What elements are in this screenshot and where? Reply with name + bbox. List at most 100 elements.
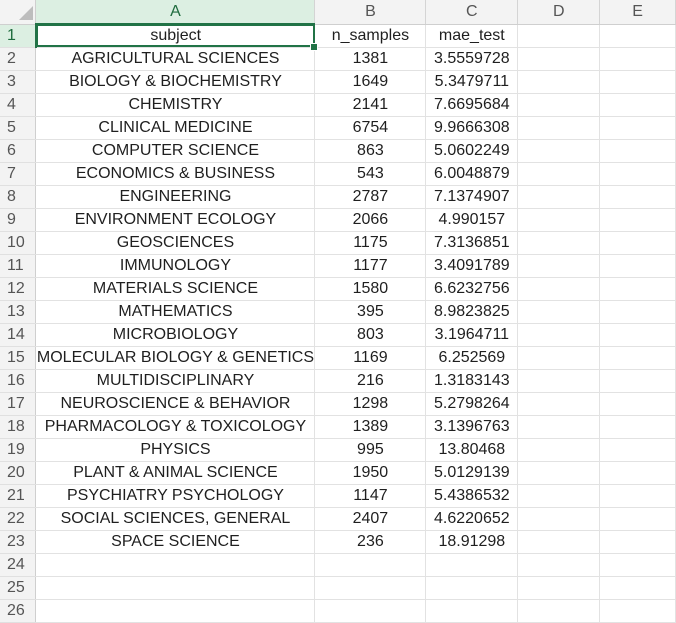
- cell-a[interactable]: COMPUTER SCIENCE: [35, 139, 316, 163]
- cell-c[interactable]: 4.990157: [425, 208, 519, 232]
- cell-d[interactable]: [517, 507, 601, 531]
- cell-c[interactable]: 6.252569: [425, 346, 519, 370]
- cell-d[interactable]: [517, 576, 601, 600]
- cell-b[interactable]: 1649: [314, 70, 427, 94]
- cell-e[interactable]: [599, 208, 676, 232]
- row-header[interactable]: 11: [0, 254, 37, 278]
- cell-c[interactable]: 3.1396763: [425, 415, 519, 439]
- cell-a[interactable]: IMMUNOLOGY: [35, 254, 316, 278]
- cell-d[interactable]: [517, 484, 601, 508]
- cell-e[interactable]: [599, 484, 676, 508]
- cell-e[interactable]: [599, 438, 676, 462]
- cell-b[interactable]: n_samples: [314, 24, 427, 48]
- cell-a[interactable]: MOLECULAR BIOLOGY & GENETICS: [35, 346, 316, 370]
- cell-c[interactable]: 5.4386532: [425, 484, 519, 508]
- cell-b[interactable]: 1950: [314, 461, 427, 485]
- cell-b[interactable]: 995: [314, 438, 427, 462]
- cell-d[interactable]: [517, 461, 601, 485]
- cell-b[interactable]: 6754: [314, 116, 427, 140]
- cell-c[interactable]: 5.3479711: [425, 70, 519, 94]
- cell-a[interactable]: SOCIAL SCIENCES, GENERAL: [35, 507, 316, 531]
- cell-e[interactable]: [599, 24, 676, 48]
- cell-e[interactable]: [599, 415, 676, 439]
- column-header-d[interactable]: D: [517, 0, 601, 25]
- cell-d[interactable]: [517, 231, 601, 255]
- row-header[interactable]: 14: [0, 323, 37, 347]
- cell-d[interactable]: [517, 24, 601, 48]
- cell-b[interactable]: 1177: [314, 254, 427, 278]
- cell-a[interactable]: [35, 576, 316, 600]
- cell-a[interactable]: AGRICULTURAL SCIENCES: [35, 47, 316, 71]
- cell-d[interactable]: [517, 139, 601, 163]
- cell-d[interactable]: [517, 553, 601, 577]
- cell-e[interactable]: [599, 139, 676, 163]
- column-header-e[interactable]: E: [599, 0, 676, 25]
- cell-b[interactable]: 1147: [314, 484, 427, 508]
- cell-d[interactable]: [517, 346, 601, 370]
- cell-c[interactable]: 5.2798264: [425, 392, 519, 416]
- cell-a[interactable]: PSYCHIATRY PSYCHOLOGY: [35, 484, 316, 508]
- cell-c[interactable]: 7.3136851: [425, 231, 519, 255]
- cell-b[interactable]: 1381: [314, 47, 427, 71]
- cell-b[interactable]: [314, 599, 427, 623]
- cell-b[interactable]: 803: [314, 323, 427, 347]
- cell-e[interactable]: [599, 576, 676, 600]
- cell-c[interactable]: [425, 599, 519, 623]
- cell-e[interactable]: [599, 93, 676, 117]
- row-header[interactable]: 12: [0, 277, 37, 301]
- cell-d[interactable]: [517, 300, 601, 324]
- cell-c[interactable]: 4.6220652: [425, 507, 519, 531]
- cell-c[interactable]: 7.1374907: [425, 185, 519, 209]
- cell-b[interactable]: 1175: [314, 231, 427, 255]
- cell-c[interactable]: 8.9823825: [425, 300, 519, 324]
- cell-c[interactable]: 18.91298: [425, 530, 519, 554]
- row-header[interactable]: 3: [0, 70, 37, 94]
- cell-a[interactable]: MICROBIOLOGY: [35, 323, 316, 347]
- cell-a[interactable]: MULTIDISCIPLINARY: [35, 369, 316, 393]
- cell-d[interactable]: [517, 392, 601, 416]
- row-header[interactable]: 26: [0, 599, 37, 623]
- column-header-b[interactable]: B: [314, 0, 427, 25]
- row-header[interactable]: 24: [0, 553, 37, 577]
- cell-e[interactable]: [599, 116, 676, 140]
- row-header[interactable]: 5: [0, 116, 37, 140]
- cell-b[interactable]: 2066: [314, 208, 427, 232]
- cell-d[interactable]: [517, 93, 601, 117]
- cell-c[interactable]: 7.6695684: [425, 93, 519, 117]
- cell-d[interactable]: [517, 254, 601, 278]
- cell-c[interactable]: [425, 553, 519, 577]
- row-header[interactable]: 23: [0, 530, 37, 554]
- cell-a[interactable]: MATERIALS SCIENCE: [35, 277, 316, 301]
- cell-b[interactable]: 2407: [314, 507, 427, 531]
- cell-c[interactable]: 3.1964711: [425, 323, 519, 347]
- cell-a[interactable]: [35, 599, 316, 623]
- cell-e[interactable]: [599, 530, 676, 554]
- row-header[interactable]: 9: [0, 208, 37, 232]
- cell-a[interactable]: BIOLOGY & BIOCHEMISTRY: [35, 70, 316, 94]
- cell-a[interactable]: PHYSICS: [35, 438, 316, 462]
- cell-b[interactable]: 2141: [314, 93, 427, 117]
- row-header[interactable]: 18: [0, 415, 37, 439]
- row-header[interactable]: 6: [0, 139, 37, 163]
- cell-e[interactable]: [599, 162, 676, 186]
- cell-e[interactable]: [599, 185, 676, 209]
- row-header[interactable]: 10: [0, 231, 37, 255]
- cell-e[interactable]: [599, 369, 676, 393]
- cell-c[interactable]: 6.6232756: [425, 277, 519, 301]
- cell-d[interactable]: [517, 369, 601, 393]
- row-header[interactable]: 22: [0, 507, 37, 531]
- cell-a[interactable]: SPACE SCIENCE: [35, 530, 316, 554]
- row-header[interactable]: 20: [0, 461, 37, 485]
- cell-b[interactable]: [314, 553, 427, 577]
- row-header[interactable]: 8: [0, 185, 37, 209]
- cell-b[interactable]: 236: [314, 530, 427, 554]
- cell-e[interactable]: [599, 346, 676, 370]
- row-header[interactable]: 1: [0, 24, 37, 48]
- cell-a[interactable]: CHEMISTRY: [35, 93, 316, 117]
- cell-a[interactable]: GEOSCIENCES: [35, 231, 316, 255]
- cell-c[interactable]: 5.0602249: [425, 139, 519, 163]
- cell-a[interactable]: [35, 553, 316, 577]
- cell-e[interactable]: [599, 277, 676, 301]
- row-header[interactable]: 4: [0, 93, 37, 117]
- cell-e[interactable]: [599, 507, 676, 531]
